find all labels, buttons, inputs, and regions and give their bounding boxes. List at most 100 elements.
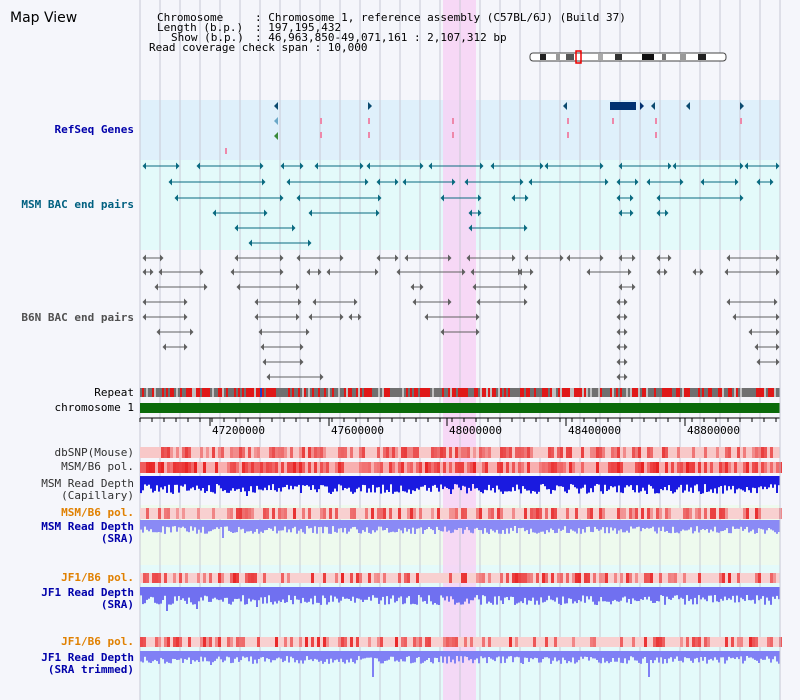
jf1-sra-depth-bar (456, 587, 458, 603)
repeat-bar (196, 388, 198, 397)
repeat-bar (642, 388, 644, 397)
jf1-sra-depth-bar (154, 587, 156, 603)
jf1-sra-depth-bar (160, 587, 162, 604)
msm-capillary-depth-bar (528, 476, 530, 491)
msm-sra-depth-bar (296, 520, 298, 534)
jf1-b6-pol2-strip-cell (695, 637, 698, 647)
jf1-trimmed-depth-bar (480, 651, 482, 657)
msm-sra-depth-bar (318, 520, 320, 528)
refseq-exon-mark (452, 118, 454, 124)
jf1-trimmed-depth-bar (424, 651, 426, 662)
msm-capillary-depth-bar (654, 476, 656, 494)
msm-capillary-depth-bar (142, 476, 144, 491)
msm-sra-depth-bar (268, 520, 270, 528)
jf1-b6-pol-strip-cell (155, 573, 158, 583)
msm-sra-depth-bar (182, 520, 184, 527)
jf1-trimmed-depth-bar (510, 651, 512, 657)
jf1-trimmed-depth-bar (148, 651, 150, 663)
dbsnp-strip-cell (566, 447, 569, 458)
msm-sra-depth-bar (744, 520, 746, 530)
repeat-bar (200, 388, 202, 397)
msm-capillary-depth-bar (586, 476, 588, 494)
msm-capillary-depth-bar (532, 476, 534, 491)
msm-capillary-depth-bar (254, 476, 256, 493)
msm-bac-pair-end (360, 162, 364, 170)
repeat-bar (330, 388, 332, 397)
repeat-bar (292, 388, 294, 397)
msm-capillary-depth-bar (230, 476, 232, 491)
repeat-bar (456, 388, 458, 397)
msm-capillary-depth-bar (292, 476, 294, 490)
jf1-sra-depth-bar (618, 587, 620, 602)
repeat-bar (682, 388, 684, 397)
jf1-trimmed-depth-bar (644, 651, 646, 657)
msm-capillary-depth-bar (674, 476, 676, 493)
msm-sra-depth-bar (582, 520, 584, 530)
jf1-trimmed-depth-bar (230, 651, 232, 664)
jf1-sra-depth-bar (300, 587, 302, 604)
jf1-sra-depth-bar (468, 587, 470, 604)
msm-capillary-depth-bar (458, 476, 460, 488)
msm-capillary-depth-bar (770, 476, 772, 485)
msm-sra-depth-bar (750, 520, 752, 532)
b6n-bac-pair-end (298, 298, 302, 306)
msm-capillary-depth-bar (194, 476, 196, 491)
jf1-b6-pol2-strip-cell (644, 637, 647, 647)
msm-sra-depth-bar (696, 520, 698, 527)
msm-sra-depth-bar (244, 520, 246, 534)
jf1-trimmed-depth-bar (162, 651, 164, 660)
jf1-b6-pol2-strip-cell (443, 637, 446, 647)
msm-sra-depth-bar (686, 520, 688, 531)
repeat-bar (390, 388, 392, 397)
msm-b6-pol2-strip-cell (197, 508, 200, 519)
jf1-b6-pol-strip-cell (254, 573, 257, 583)
msm-capillary-depth-spike (246, 476, 248, 496)
msm-capillary-depth-bar (516, 476, 518, 485)
msm-b6-pol2-strip-cell (488, 508, 491, 519)
dbsnp-strip-cell (299, 447, 302, 458)
jf1-trimmed-depth-bar (490, 651, 492, 659)
msm-sra-depth-bar (618, 520, 620, 531)
msm-b6-pol2-strip-cell (551, 508, 554, 519)
msm-capillary-depth-bar (730, 476, 732, 490)
b6n-bac-pair-end (724, 268, 728, 276)
jf1-b6-pol2-strip-cell (470, 637, 473, 647)
jf1-sra-depth-bar (376, 587, 378, 598)
refseq-exon-mark (655, 118, 657, 124)
jf1-trimmed-depth-bar (710, 651, 712, 659)
b6n-bac-pair-end (560, 254, 564, 262)
msm-b6-pol-strip-cell (698, 462, 701, 473)
dbsnp-strip-cell (206, 447, 209, 458)
jf1-trimmed-depth-bar (362, 651, 364, 659)
b6n-bac-pair-end (200, 268, 204, 276)
msm-sra-depth-bar (700, 520, 702, 530)
msm-sra-depth-bar (668, 520, 670, 533)
repeat-bar (344, 388, 346, 397)
jf1-sra-depth-bar (506, 587, 508, 597)
msm-sra-depth-bar (622, 520, 624, 533)
jf1-sra-depth-bar (550, 587, 552, 600)
b6n-bac-pair-end (776, 358, 780, 366)
msm-capillary-depth-bar (380, 476, 382, 494)
msm-capillary-depth-bar (210, 476, 212, 492)
msm-b6-pol-strip-cell (179, 462, 182, 473)
jf1-b6-pol-strip-cell (281, 573, 284, 583)
b6n-bac-pair-end (754, 343, 758, 351)
jf1-trimmed-depth-bar (332, 651, 334, 663)
msm-b6-pol-strip-cell (686, 462, 689, 473)
jf1-sra-depth-bar (546, 587, 548, 601)
jf1-b6-pol2-strip-cell (317, 637, 320, 647)
msm-b6-pol-strip-cell (728, 462, 731, 473)
msm-b6-pol2-strip-cell (230, 508, 233, 519)
repeat-bar (564, 388, 566, 397)
msm-b6-pol-strip-cell (323, 462, 326, 473)
msm-capillary-depth-bar (338, 476, 340, 485)
jf1-sra-depth-bar (304, 587, 306, 602)
repeat-bar (274, 388, 276, 397)
b6n-bac-pair-end (142, 268, 146, 276)
repeat-bar (674, 388, 676, 397)
msm-sra-depth-bar (350, 520, 352, 529)
jf1-sra-depth-bar (208, 587, 210, 602)
